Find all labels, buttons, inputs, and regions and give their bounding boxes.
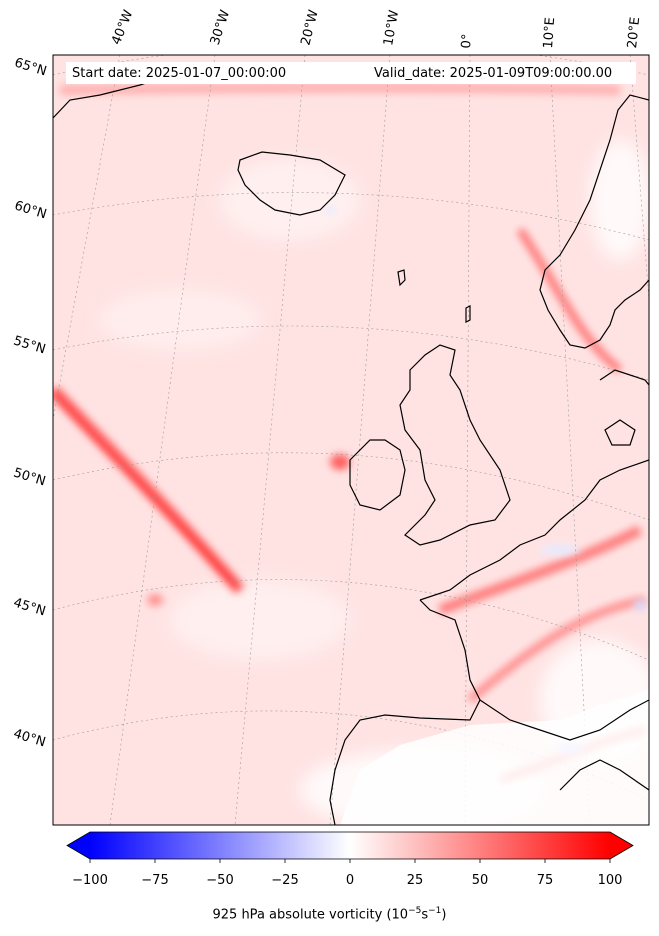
header-box <box>66 62 636 84</box>
colorbar <box>66 831 634 863</box>
colorbar-tick-label: −50 <box>206 873 234 888</box>
lon-label-0: 0° <box>459 33 476 49</box>
colorbar-tick-label: −75 <box>141 873 169 888</box>
colorbar-tick-label: 25 <box>406 873 424 888</box>
colorbar-tick-label: 75 <box>536 873 554 888</box>
start-date-text: Start date: 2025-01-07_00:00:00 <box>72 66 287 81</box>
colorbar-tick-label: −25 <box>271 873 299 888</box>
coastlines <box>53 79 649 825</box>
colorbar-tick-label: 0 <box>345 873 355 888</box>
map-border <box>52 54 650 826</box>
colorbar-tick-label: 50 <box>471 873 489 888</box>
colorbar-tick-label: −100 <box>72 873 108 888</box>
valid-date-text: Valid_date: 2025-01-09T09:00:00.00 <box>374 66 613 81</box>
lon-label-10e: 10°E <box>541 16 559 49</box>
colorbar-tick-label: 100 <box>597 873 623 888</box>
iberia-land <box>340 690 649 825</box>
vorticity-field <box>53 55 649 825</box>
colorbar-label: 925 hPa absolute vorticity (10−5s−1) <box>212 906 447 923</box>
